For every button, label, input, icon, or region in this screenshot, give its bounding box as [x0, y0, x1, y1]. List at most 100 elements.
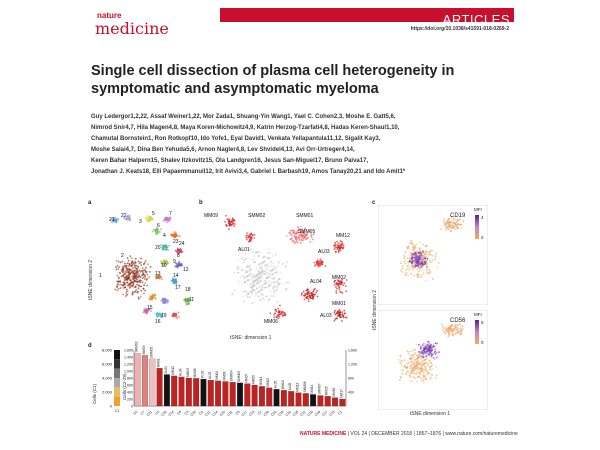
cluster-blob	[142, 307, 152, 315]
author-list: Guy Ledergor1,2,22, Assaf Weiner1,22, Mo…	[91, 112, 511, 178]
cluster-label: 8	[177, 253, 180, 259]
bar	[317, 395, 324, 407]
cluster-blob	[183, 297, 191, 306]
logo-big-text: medicine	[95, 19, 169, 38]
cluster-al04	[300, 287, 319, 302]
right-tick-label: 1,600	[348, 349, 357, 353]
category-tick-label: C15	[270, 410, 277, 417]
left-tick-label: 2,000	[102, 390, 113, 395]
category-tick-label: C17	[241, 410, 248, 417]
bar	[193, 378, 200, 407]
bar-data-label: SMM04	[230, 370, 234, 381]
bar-data-label: MM11	[259, 377, 263, 386]
cluster-mm02	[333, 278, 348, 294]
c1-stack-segment	[114, 350, 120, 360]
panel-label-a: a	[88, 200, 92, 206]
left-tick-label: 8,000	[102, 348, 113, 353]
panel-label-d: d	[88, 343, 92, 349]
category-tick-label: C11	[226, 410, 233, 417]
category-tick-label: C28	[277, 410, 284, 417]
cluster-blob	[148, 293, 157, 301]
right-tick-label: 800	[348, 377, 354, 381]
bar	[280, 390, 287, 407]
cluster-blob	[155, 312, 164, 319]
category-tick-label: C27	[321, 410, 328, 417]
mid-tick-label: 1,400	[124, 356, 133, 360]
cluster-blob	[174, 260, 183, 269]
category-tick-label: C9	[235, 410, 241, 416]
sample-label: SMM05	[298, 229, 315, 235]
cluster-label: 21	[109, 217, 115, 223]
cluster-blob	[169, 231, 181, 239]
category-tick-label: C2	[257, 410, 263, 416]
category-tick-label: C8	[176, 410, 182, 416]
category-tick-label: C7	[140, 410, 146, 416]
bar	[215, 380, 222, 407]
bar-data-label: SMM03	[237, 371, 241, 382]
panel-c-x-axis-label: tSNE dimension 1	[410, 411, 451, 417]
bar-data-label: AL04	[179, 368, 183, 376]
cluster-blob	[151, 227, 162, 235]
sample-label: MM09	[204, 213, 218, 219]
article-title: Single cell dissection of plasma cell he…	[91, 63, 455, 97]
bar	[163, 374, 170, 407]
sample-label: MM01	[332, 301, 346, 307]
c1-stack-segment	[114, 387, 120, 397]
bar	[171, 375, 178, 407]
legend-title: MFI	[474, 207, 482, 212]
bar-data-label: MM16	[332, 388, 336, 397]
mid-tick-label: 1,600	[124, 349, 133, 353]
cluster-blob	[160, 259, 170, 267]
cluster-blob	[174, 247, 184, 255]
mid-tick-label: 400	[127, 391, 133, 395]
sample-label: AL04	[310, 279, 322, 285]
sample-label: SMM02	[248, 213, 265, 219]
bar-data-label: MM15	[325, 386, 329, 395]
cluster-label: 12	[183, 267, 189, 273]
sample-label: MM06	[264, 319, 278, 325]
doi-link[interactable]: https://doi.org/10.1038/s41591-018-0269-…	[410, 26, 509, 32]
panel-label-b: b	[199, 200, 203, 206]
cluster-label: 9	[173, 259, 176, 265]
panel-b-tsne: SMM02 SMM01 MM09 SMM05 AL01 AL03 MM12 MM02 AL04 M…	[200, 205, 360, 335]
bar-data-label: MM06	[193, 368, 197, 377]
cluster-mm06	[269, 304, 287, 319]
cells-high	[418, 340, 440, 359]
bar-data-label: MM01	[157, 358, 161, 367]
author-line: Jonathan J. Keats18, Elli Papaemmanuil12…	[91, 169, 406, 175]
cluster-label: 13	[155, 271, 161, 277]
cluster-blob	[160, 244, 170, 251]
c1-tick-label: C1	[115, 409, 120, 413]
bar	[266, 387, 273, 407]
panel-c-frame	[378, 310, 488, 410]
cells-low-2	[440, 215, 465, 232]
author-line: Chamutal Bornstein1, Ron Rotkopf10, Ido …	[91, 136, 381, 142]
bar	[200, 378, 207, 407]
cluster-label: 20	[155, 245, 161, 251]
mid-tick-label: 1,200	[124, 363, 133, 367]
cluster-label: 15	[147, 305, 153, 311]
author-line: Keren Bahar Halpern15, Shalev Itzkovitz1…	[91, 158, 369, 164]
cluster-label: 7	[169, 211, 172, 217]
cluster-al01	[245, 232, 256, 243]
cluster-mm01	[333, 309, 348, 322]
legend-title: MFI	[474, 312, 482, 317]
cluster-label: 23	[173, 239, 179, 245]
cluster-label: 14	[173, 273, 179, 279]
sample-label: AL03	[320, 313, 332, 319]
sample-label: AL03	[318, 249, 330, 255]
bar-data-label: MM08	[222, 371, 226, 380]
panel-a-y-axis-label: tSNE dimension 2	[88, 259, 94, 300]
bar	[156, 368, 163, 407]
bar	[185, 377, 192, 407]
cells-low	[397, 343, 438, 384]
cluster-label: 16	[155, 319, 161, 325]
cluster-label: 3	[139, 219, 142, 225]
marker-label: CD56	[450, 318, 466, 324]
footer-details: | VOL 24 | DECEMBER 2018 | 1867–1876 | w…	[346, 431, 518, 437]
bar	[237, 382, 243, 407]
bar	[244, 383, 251, 407]
